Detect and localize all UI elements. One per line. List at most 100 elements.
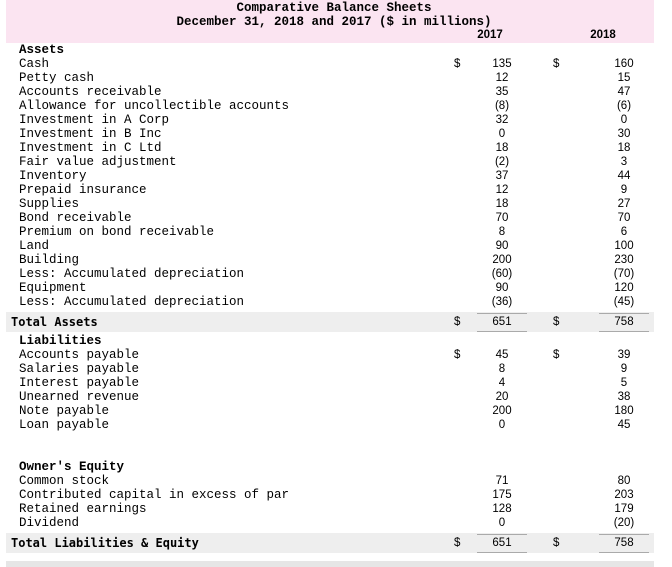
row-label: Interest payable: [19, 376, 140, 390]
line-item: Inventory 37 44: [6, 169, 654, 183]
row-label: Assets: [19, 43, 65, 57]
row-label: Contributed capital in excess of par: [19, 488, 290, 502]
title: Comparative Balance Sheets: [236, 1, 432, 15]
amount: 44: [617, 170, 631, 182]
row-label: Investment in B Inc: [19, 127, 162, 141]
row-label: Owner's Equity: [19, 460, 125, 474]
amount: 35: [495, 86, 509, 98]
row-label: Accounts payable: [19, 348, 140, 362]
amount: 30: [617, 128, 631, 140]
currency-sign: $: [454, 537, 461, 549]
line-item: Note payable 200 180: [6, 404, 654, 418]
amount: 0: [498, 517, 506, 529]
line-item: Common stock 71 80: [6, 474, 654, 488]
amount: 70: [495, 212, 509, 224]
currency-sign: $: [553, 349, 560, 361]
amount: 175: [492, 489, 512, 501]
section-row: Liabilities: [6, 334, 654, 348]
line-item: Salaries payable 8 9: [6, 362, 654, 376]
line-item: Accounts receivable 35 47: [6, 85, 654, 99]
amount: 45: [495, 349, 509, 361]
amount: 8: [498, 363, 506, 375]
amount: 200: [492, 254, 512, 266]
amount: 203: [614, 489, 634, 501]
row-label: Investment in A Corp: [19, 113, 170, 127]
row-label: Total Liabilities & Equity: [11, 536, 199, 550]
amount: 27: [617, 198, 631, 210]
amount: 180: [614, 405, 634, 417]
line-item: Prepaid insurance 12 9: [6, 183, 654, 197]
amount: 9: [620, 184, 628, 196]
line-item: Investment in A Corp 32 0: [6, 113, 654, 127]
row-label: Loan payable: [19, 418, 110, 432]
amount: 32: [495, 114, 509, 126]
section-row: Owner's Equity: [6, 460, 654, 474]
line-item: Loan payable 0 45: [6, 418, 654, 432]
line-item: Premium on bond receivable 8 6: [6, 225, 654, 239]
amount: 90: [495, 240, 509, 252]
amount: 160: [614, 58, 634, 70]
row-label: Salaries payable: [19, 362, 140, 376]
header: Comparative Balance Sheets December 31, …: [6, 0, 654, 43]
line-item: Bond receivable 70 70: [6, 211, 654, 225]
line-item: Interest payable 4 5: [6, 376, 654, 390]
amount: 18: [495, 142, 509, 154]
row-label: Investment in C Ltd: [19, 141, 162, 155]
line-item: Dividend 0 (20): [6, 516, 654, 530]
row-label: Prepaid insurance: [19, 183, 147, 197]
amount: 179: [614, 503, 634, 515]
amount: (70): [613, 268, 635, 280]
amount: 9: [620, 363, 628, 375]
amount: 100: [614, 240, 634, 252]
amount: (2): [494, 156, 510, 168]
row-label: Inventory: [19, 169, 87, 183]
line-item: Less: Accumulated depreciation (60) (70): [6, 267, 654, 281]
balance-table: Assets Cash $ $135 160 Petty cash 12 15 Accounts…: [6, 43, 654, 555]
currency-sign: $: [454, 58, 461, 70]
row-label: Unearned revenue: [19, 390, 140, 404]
amount: 45: [617, 419, 631, 431]
amount: 71: [495, 475, 509, 487]
amount: 651: [477, 313, 527, 332]
line-item: Supplies 18 27: [6, 197, 654, 211]
row-label: Petty cash: [19, 71, 95, 85]
currency-sign: $: [553, 537, 560, 549]
subtitle: December 31, 2018 and 2017 ($ in million…: [176, 15, 492, 29]
amount: 12: [495, 184, 509, 196]
line-item: Cash $ $135 160: [6, 57, 654, 71]
line-item: Fair value adjustment (2) 3: [6, 155, 654, 169]
amount: 12: [495, 72, 509, 84]
amount: 8: [498, 226, 506, 238]
footer-band: [6, 561, 654, 567]
amount: 90: [495, 282, 509, 294]
amount: 0: [498, 128, 506, 140]
line-item: Equipment 90 120: [6, 281, 654, 295]
row-label: Accounts receivable: [19, 85, 162, 99]
column-header: 2018: [590, 29, 616, 41]
row-label: Land: [19, 239, 50, 253]
amount: 128: [492, 503, 512, 515]
amount: 39: [617, 349, 631, 361]
amount: 200: [492, 405, 512, 417]
currency-sign: $: [454, 316, 461, 328]
amount: 18: [617, 142, 631, 154]
row-label: Less: Accumulated depreciation: [19, 267, 245, 281]
amount: 15: [617, 72, 631, 84]
amount: 5: [620, 377, 628, 389]
currency-sign: $: [553, 58, 560, 70]
amount: 651: [477, 534, 527, 553]
row-label: Less: Accumulated depreciation: [19, 295, 245, 309]
section-row: Assets: [6, 43, 654, 57]
row-label: Cash: [19, 57, 50, 71]
line-item: Land 90 100: [6, 239, 654, 253]
line-item: Retained earnings 128 179: [6, 502, 654, 516]
row-label: Liabilities: [19, 334, 102, 348]
line-item: Unearned revenue 20 38: [6, 390, 654, 404]
line-item: Accounts payable $ $45 39: [6, 348, 654, 362]
amount: 758: [599, 534, 649, 553]
row-label: Building: [19, 253, 80, 267]
amount: 3: [620, 156, 628, 168]
amount: 120: [614, 282, 634, 294]
line-item: Allowance for uncollectible accounts (8) (…: [6, 99, 654, 113]
